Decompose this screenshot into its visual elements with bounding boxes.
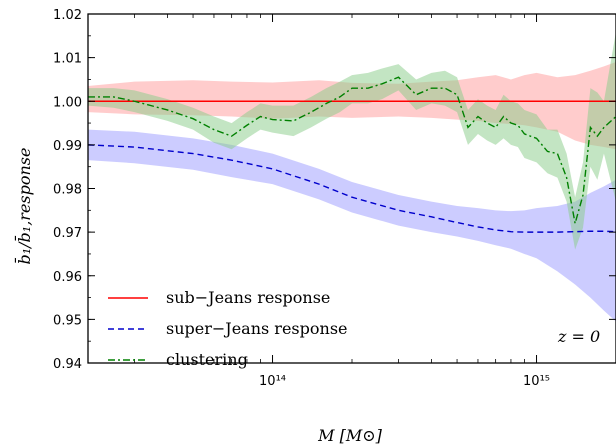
band-clustering xyxy=(88,31,616,250)
line-super-jeans-response xyxy=(88,144,616,233)
y-tick-label: 1.00 xyxy=(53,95,82,110)
legend-label: sub−Jeans response xyxy=(166,288,330,307)
band-sub-jeans-response xyxy=(88,61,616,150)
x-axis: 10¹⁴ 10¹⁵ xyxy=(87,14,616,389)
x-tick-label: 10¹⁵ xyxy=(523,374,550,389)
plot-lines xyxy=(88,76,616,233)
y-tick-label: 0.95 xyxy=(53,313,82,328)
y-tick-label: 1.02 xyxy=(53,8,82,23)
plot-bands xyxy=(88,31,616,322)
y-tick-label: 0.99 xyxy=(53,139,82,154)
legend-label: clustering xyxy=(166,350,248,369)
y-tick-label: 0.98 xyxy=(53,183,82,198)
x-axis-label: M [M⊙] xyxy=(317,426,383,445)
y-tick-label: 0.96 xyxy=(53,270,82,285)
x-tick-label: 10¹⁴ xyxy=(259,374,286,389)
y-tick-label: 0.97 xyxy=(53,226,82,241)
band-super-jeans-response xyxy=(88,129,616,322)
y-axis: 0.94 0.95 0.96 0.97 0.98 0.99 1.00 1.01 1.02 xyxy=(53,8,616,372)
redshift-annotation: z = 0 xyxy=(557,327,600,346)
y-axis-label: b̄₁/b̄₁,response xyxy=(13,148,34,265)
legend: sub−Jeans response super−Jeans response cl… xyxy=(108,288,348,369)
y-tick-label: 1.01 xyxy=(53,52,82,67)
y-tick-label: 0.94 xyxy=(53,357,82,372)
legend-label: super−Jeans response xyxy=(166,319,348,338)
